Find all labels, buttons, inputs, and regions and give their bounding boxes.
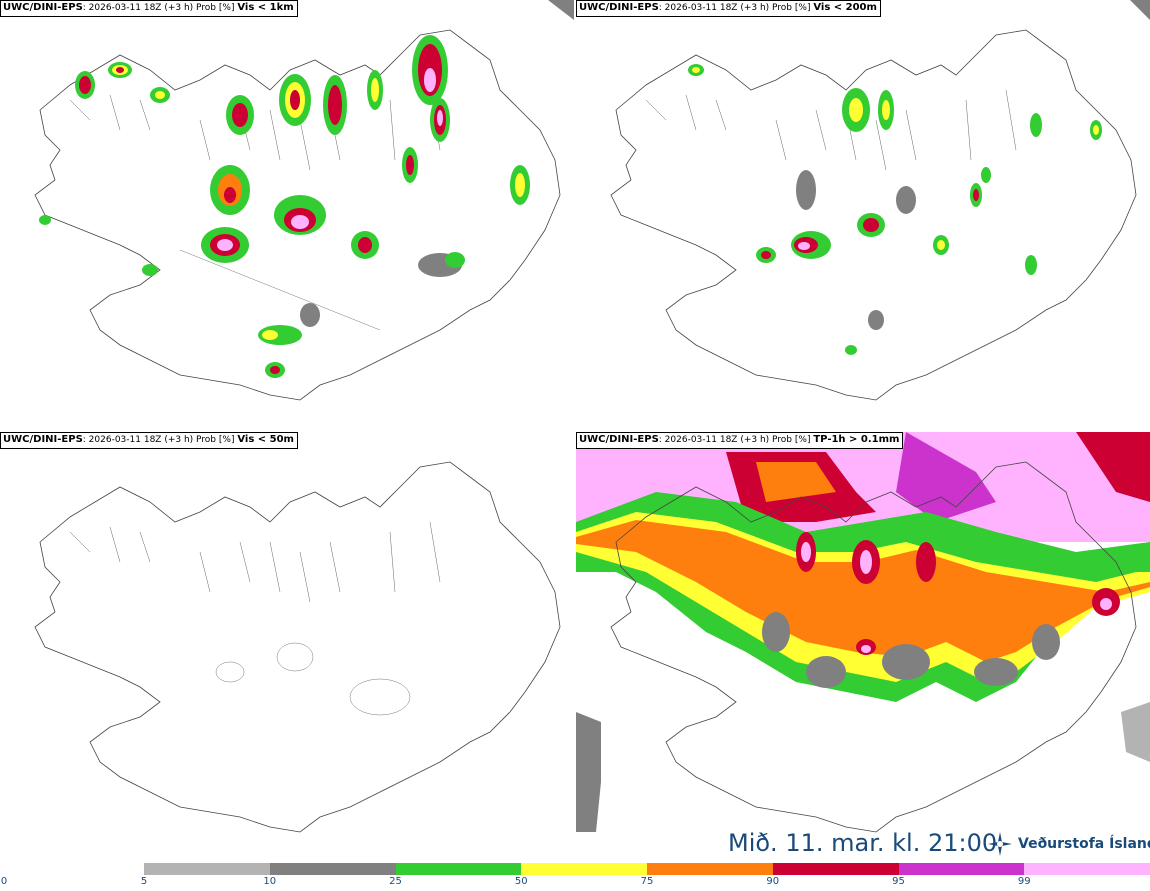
panel-title: UWC/DINI-EPS: 2026-03-11 18Z (+3 h) Prob… bbox=[0, 0, 298, 17]
colorbar-tick-label: 90 bbox=[766, 876, 780, 887]
colorbar-ticks: 0 5 10 25 50 75 90 95 99 bbox=[0, 876, 1150, 890]
iceland-map bbox=[610, 0, 1150, 401]
iceland-map bbox=[34, 0, 574, 401]
map-panel-vis-200m: UWC/DINI-EPS: 2026-03-11 18Z (+3 h) Prob… bbox=[576, 0, 1150, 430]
colorbar-tick-label: 0 bbox=[0, 876, 8, 887]
iceland-map bbox=[34, 461, 561, 833]
map-panel-precip: UWC/DINI-EPS: 2026-03-11 18Z (+3 h) Prob… bbox=[576, 432, 1150, 862]
colorbar-tick-label: 25 bbox=[389, 876, 402, 887]
colorbar-segment bbox=[395, 863, 522, 875]
valid-time-label: Mið. 11. mar. kl. 21:00 bbox=[728, 829, 998, 857]
colorbar-segment bbox=[772, 863, 899, 875]
colorbar bbox=[144, 863, 1150, 875]
colorbar-tick-label: 10 bbox=[263, 876, 277, 887]
colorbar-segment bbox=[898, 863, 1025, 875]
vedurstofa-logo: Veðurstofa Íslands bbox=[986, 829, 1150, 859]
panel-title: UWC/DINI-EPS: 2026-03-11 18Z (+3 h) Prob… bbox=[576, 432, 904, 449]
iceland-map bbox=[576, 432, 1150, 833]
logo-text: Veðurstofa Íslands bbox=[1018, 836, 1150, 852]
colorbar-tick-label: 5 bbox=[140, 876, 148, 887]
colorbar-tick-label: 75 bbox=[640, 876, 654, 887]
colorbar-segment bbox=[269, 863, 396, 875]
colorbar-segment bbox=[144, 863, 270, 875]
panel-title: UWC/DINI-EPS: 2026-03-11 18Z (+3 h) Prob… bbox=[576, 0, 881, 17]
colorbar-segment bbox=[1024, 863, 1150, 875]
map-panel-vis-1km: UWC/DINI-EPS: 2026-03-11 18Z (+3 h) Prob… bbox=[0, 0, 574, 430]
colorbar-tick-label: 99 bbox=[1017, 876, 1031, 887]
compass-star-icon bbox=[988, 832, 1012, 856]
colorbar-tick-label: 95 bbox=[892, 876, 905, 887]
map-panel-vis-50m: UWC/DINI-EPS: 2026-03-11 18Z (+3 h) Prob… bbox=[0, 432, 574, 862]
colorbar-segment bbox=[647, 863, 773, 875]
colorbar-tick-label: 50 bbox=[514, 876, 528, 887]
panel-title: UWC/DINI-EPS: 2026-03-11 18Z (+3 h) Prob… bbox=[0, 432, 298, 449]
colorbar-segment bbox=[521, 863, 647, 875]
